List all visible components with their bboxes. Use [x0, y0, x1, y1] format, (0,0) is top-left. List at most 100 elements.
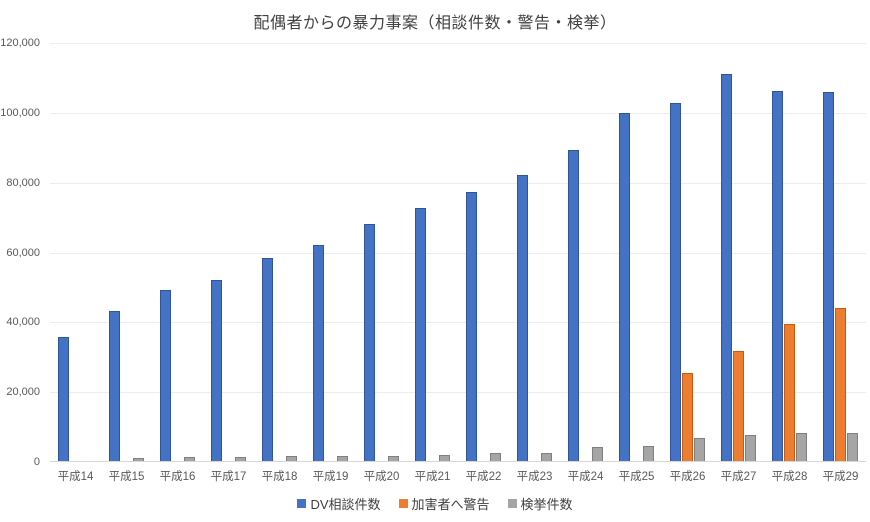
bar-slot — [670, 43, 681, 462]
bar-dv-consultations — [313, 245, 324, 462]
bar-dv-consultations — [109, 311, 120, 462]
legend-label: DV相談件数 — [310, 497, 381, 512]
y-tick-label: 20,000 — [6, 386, 40, 399]
bar-slot — [313, 43, 324, 462]
bar-slot — [274, 43, 285, 462]
bar-slot — [235, 43, 246, 462]
bar-slot — [529, 43, 540, 462]
bar-slot — [847, 43, 858, 462]
bar-slot — [721, 43, 732, 462]
bar-slot — [388, 43, 399, 462]
bar-slot — [427, 43, 438, 462]
x-tick-label: 平成23 — [516, 471, 553, 483]
x-tick-label: 平成29 — [822, 471, 859, 483]
bar-dv-consultations — [211, 279, 222, 462]
bar-dv-consultations — [823, 91, 834, 462]
bar-slot — [262, 43, 273, 462]
bar-slot — [580, 43, 591, 462]
bar-warnings-to-offenders — [682, 372, 693, 462]
y-tick-label: 80,000 — [6, 176, 40, 189]
gridline — [50, 43, 866, 44]
bar-slot — [337, 43, 348, 462]
y-tick-label: 100,000 — [0, 106, 40, 119]
bar-slot — [172, 43, 183, 462]
bar-group-平成20 — [356, 43, 407, 462]
x-tick-label: 平成15 — [108, 471, 145, 483]
y-tick-label: 120,000 — [0, 37, 40, 49]
x-axis: 平成14 平成15 平成16 平成17 平成18 平成19 平成20 平成21 平成22 平成23… — [50, 468, 866, 484]
bar-slot — [796, 43, 807, 462]
bar-slot — [58, 43, 69, 462]
bar-group-平成21 — [407, 43, 458, 462]
bar-group-平成23 — [509, 43, 560, 462]
bar-arrests — [643, 445, 654, 462]
bar-slot — [415, 43, 426, 462]
gridline — [50, 252, 866, 254]
bar-slot — [376, 43, 387, 462]
bar-slot — [211, 43, 222, 462]
x-tick-label: 平成14 — [57, 471, 94, 483]
legend-swatch-icon — [507, 499, 517, 508]
bar-dv-consultations — [58, 336, 69, 462]
bar-slot — [70, 43, 81, 462]
bar-group-平成19 — [305, 43, 356, 462]
bar-slot — [490, 43, 501, 462]
bar-group-平成16 — [152, 43, 203, 462]
bar-slot — [592, 43, 603, 462]
bar-slot — [517, 43, 528, 462]
legend-swatch-icon — [297, 499, 307, 508]
bar-slot — [568, 43, 579, 462]
bar-slot — [160, 43, 171, 462]
bar-slot — [823, 43, 834, 462]
gridline — [50, 182, 866, 184]
bar-dv-consultations — [721, 73, 732, 462]
bar-slot — [439, 43, 450, 462]
legend-item-arrests: 検挙件数 — [507, 494, 573, 513]
y-axis: 120,000 100,000 80,000 60,000 40,000 20,000 0 — [0, 37, 42, 468]
y-tick-label: 0 — [33, 456, 40, 468]
bar-group-平成29 — [815, 43, 866, 462]
x-tick-label: 平成17 — [210, 471, 247, 483]
bar-arrests — [847, 432, 858, 462]
bar-slot — [733, 43, 744, 462]
bar-slot — [82, 43, 93, 462]
bar-series-container — [50, 43, 866, 462]
bar-group-平成14 — [50, 43, 101, 462]
bar-group-平成24 — [560, 43, 611, 462]
bar-dv-consultations — [670, 102, 681, 462]
bar-slot — [631, 43, 642, 462]
bar-dv-consultations — [466, 191, 477, 462]
bar-dv-consultations — [364, 223, 375, 462]
x-tick-label: 平成16 — [159, 471, 196, 483]
bar-slot — [643, 43, 654, 462]
bar-slot — [325, 43, 336, 462]
bar-warnings-to-offenders — [733, 351, 744, 462]
bar-dv-consultations — [160, 289, 171, 462]
bar-slot — [121, 43, 132, 462]
bar-slot — [745, 43, 756, 462]
y-tick-label: 40,000 — [6, 316, 40, 329]
bar-slot — [286, 43, 297, 462]
x-tick-label: 平成21 — [414, 471, 451, 483]
bar-group-平成18 — [254, 43, 305, 462]
bar-warnings-to-offenders — [835, 308, 846, 462]
x-axis-line — [50, 461, 866, 462]
bar-slot — [772, 43, 783, 462]
bar-slot — [682, 43, 693, 462]
bar-group-平成22 — [458, 43, 509, 462]
gridline — [50, 322, 866, 324]
bar-slot — [619, 43, 630, 462]
bar-group-平成26 — [662, 43, 713, 462]
bar-dv-consultations — [415, 207, 426, 462]
legend-label: 検挙件数 — [520, 497, 573, 512]
bar-group-平成27 — [713, 43, 764, 462]
bar-slot — [784, 43, 795, 462]
bar-slot — [133, 43, 144, 462]
x-tick-label: 平成24 — [567, 471, 604, 483]
legend-item-warnings-to-offenders: 加害者へ警告 — [398, 494, 490, 513]
bar-slot — [541, 43, 552, 462]
bar-arrests — [694, 437, 705, 462]
x-tick-label: 平成26 — [669, 471, 706, 483]
bar-warnings-to-offenders — [784, 323, 795, 462]
